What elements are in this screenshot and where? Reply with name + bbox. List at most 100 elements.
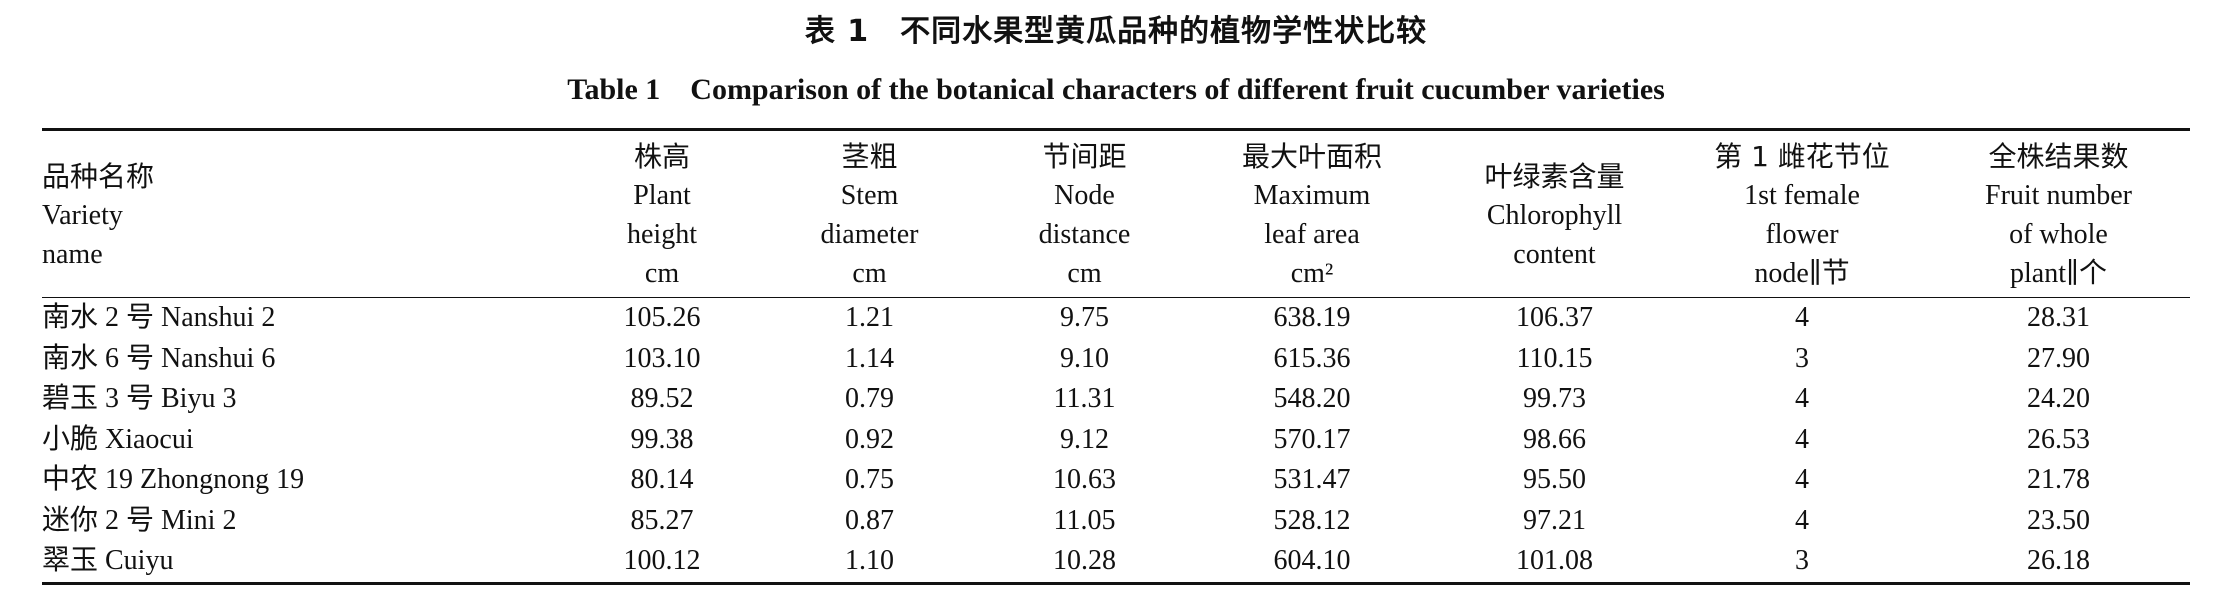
cell-node-distance: 11.31 bbox=[1053, 383, 1116, 415]
header-line: 株高 bbox=[633, 140, 690, 173]
header-line: Stem bbox=[840, 180, 899, 211]
header-line: cm bbox=[644, 258, 680, 289]
cell-stem-diameter: 0.75 bbox=[845, 464, 894, 496]
header-line: 全株结果数 bbox=[1988, 140, 2129, 173]
cell-plant-height: 103.10 bbox=[623, 342, 701, 374]
header-line: diameter bbox=[820, 219, 919, 250]
header-line: 1st female bbox=[1744, 180, 1860, 211]
header-line: distance bbox=[1038, 219, 1131, 250]
table-body: 南水 2 号 Nanshui 2 105.26 1.21 9.75 638.19 106.… bbox=[42, 298, 2190, 583]
cell-first-female-flower-node: 4 bbox=[1795, 423, 1809, 455]
cell-variety-name: 南水 2 号 Nanshui 2 bbox=[42, 302, 276, 334]
cell-fruit-number: 27.90 bbox=[2027, 342, 2090, 374]
cell-max-leaf-area: 531.47 bbox=[1273, 464, 1351, 496]
header-line: Fruit number bbox=[1985, 180, 2132, 211]
cell-max-leaf-area: 604.10 bbox=[1273, 545, 1351, 577]
cell-plant-height: 80.14 bbox=[630, 464, 694, 496]
header-line: Node bbox=[1054, 180, 1115, 211]
table-row: 南水 6 号 Nanshui 6 103.10 1.14 9.10 615.36 110.… bbox=[42, 339, 2190, 380]
cell-node-distance: 9.12 bbox=[1060, 423, 1109, 455]
cell-first-female-flower-node: 4 bbox=[1795, 383, 1809, 415]
botanical-characters-table: 品种名称 Variety name 株高 Plant height cm 茎粗 Stem diam… bbox=[42, 128, 2190, 585]
header-stem-diameter: 茎粗 Stem diameter cm bbox=[762, 130, 977, 298]
header-line: height bbox=[627, 219, 697, 250]
cell-variety-name: 翠玉 Cuiyu bbox=[42, 545, 174, 577]
cell-variety-name: 迷你 2 号 Mini 2 bbox=[42, 504, 237, 536]
cell-node-distance: 9.75 bbox=[1060, 302, 1109, 334]
cell-variety-name: 南水 6 号 Nanshui 6 bbox=[42, 342, 276, 374]
cell-chlorophyll-content: 101.08 bbox=[1516, 545, 1593, 577]
cell-plant-height: 85.27 bbox=[630, 504, 694, 536]
cell-fruit-number: 23.50 bbox=[2027, 504, 2090, 536]
cell-stem-diameter: 1.14 bbox=[845, 342, 894, 374]
header-line: of whole bbox=[2009, 219, 2108, 250]
table-row: 碧玉 3 号 Biyu 3 89.52 0.79 11.31 548.20 99.73 4 2… bbox=[42, 379, 2190, 420]
cell-node-distance: 10.28 bbox=[1053, 545, 1116, 577]
header-line: 茎粗 bbox=[841, 140, 898, 173]
header-line: cm bbox=[1067, 258, 1102, 289]
cell-fruit-number: 21.78 bbox=[2027, 464, 2090, 496]
cell-variety-name: 小脆 Xiaocui bbox=[42, 423, 194, 455]
header-line: 节间距 bbox=[1042, 140, 1127, 173]
cell-first-female-flower-node: 4 bbox=[1795, 504, 1809, 536]
header-line: leaf area bbox=[1264, 219, 1360, 250]
cell-node-distance: 10.63 bbox=[1053, 464, 1116, 496]
table-row: 翠玉 Cuiyu 100.12 1.10 10.28 604.10 101.08 3 26.1… bbox=[42, 541, 2190, 583]
cell-fruit-number: 24.20 bbox=[2027, 383, 2090, 415]
cell-stem-diameter: 0.79 bbox=[845, 383, 894, 415]
header-line: flower bbox=[1765, 219, 1839, 250]
cell-first-female-flower-node: 4 bbox=[1795, 464, 1809, 496]
header-line: cm² bbox=[1290, 258, 1334, 289]
header-line: content bbox=[1513, 238, 1596, 270]
header-line: plant∥个 bbox=[2010, 258, 2107, 289]
cell-stem-diameter: 0.92 bbox=[845, 423, 894, 455]
table-caption-cn: 表 1 不同水果型黄瓜品种的植物学性状比较 bbox=[804, 14, 1428, 49]
header-line: cm bbox=[852, 258, 887, 289]
header-line: 第 1 雌花节位 bbox=[1714, 140, 1890, 173]
header-max-leaf-area: 最大叶面积 Maximum leaf area cm² bbox=[1192, 130, 1432, 298]
header-node-distance: 节间距 Node distance cm bbox=[977, 130, 1192, 298]
table-header: 品种名称 Variety name 株高 Plant height cm 茎粗 Stem diam… bbox=[42, 129, 2190, 298]
cell-max-leaf-area: 615.36 bbox=[1273, 342, 1351, 374]
header-line: 品种名称 bbox=[42, 159, 155, 193]
cell-plant-height: 100.12 bbox=[623, 545, 701, 577]
header-fruit-number: 全株结果数 Fruit number of whole plant∥个 bbox=[1927, 130, 2190, 298]
cell-chlorophyll-content: 110.15 bbox=[1516, 342, 1593, 374]
cell-variety-name: 中农 19 Zhongnong 19 bbox=[42, 464, 305, 496]
cell-first-female-flower-node: 3 bbox=[1795, 545, 1809, 577]
cell-fruit-number: 26.53 bbox=[2027, 423, 2090, 455]
cell-plant-height: 105.26 bbox=[623, 302, 701, 334]
header-line: Maximum bbox=[1253, 180, 1371, 211]
header-line: node∥节 bbox=[1754, 258, 1850, 289]
cell-fruit-number: 26.18 bbox=[2027, 545, 2090, 577]
cell-variety-name: 碧玉 3 号 Biyu 3 bbox=[42, 383, 237, 415]
cell-max-leaf-area: 548.20 bbox=[1273, 383, 1351, 415]
cell-first-female-flower-node: 3 bbox=[1795, 342, 1809, 374]
table-row: 中农 19 Zhongnong 19 80.14 0.75 10.63 531.47 95… bbox=[42, 460, 2190, 501]
cell-max-leaf-area: 528.12 bbox=[1273, 504, 1351, 536]
table-caption-en: Table 1 Comparison of the botanical char… bbox=[567, 73, 1665, 106]
cell-stem-diameter: 0.87 bbox=[845, 504, 894, 536]
header-line: Plant bbox=[633, 180, 691, 211]
header-line: 最大叶面积 bbox=[1241, 140, 1382, 173]
header-plant-height: 株高 Plant height cm bbox=[562, 130, 762, 298]
header-line: Variety bbox=[42, 199, 123, 231]
cell-max-leaf-area: 570.17 bbox=[1273, 423, 1351, 455]
cell-fruit-number: 28.31 bbox=[2027, 302, 2090, 334]
cell-chlorophyll-content: 95.50 bbox=[1523, 464, 1586, 496]
table-row: 南水 2 号 Nanshui 2 105.26 1.21 9.75 638.19 106.… bbox=[42, 298, 2190, 339]
cell-max-leaf-area: 638.19 bbox=[1273, 302, 1351, 334]
cell-plant-height: 89.52 bbox=[630, 383, 694, 415]
cell-first-female-flower-node: 4 bbox=[1795, 302, 1809, 334]
header-first-female-flower-node: 第 1 雌花节位 1st female flower node∥节 bbox=[1677, 130, 1927, 298]
cell-stem-diameter: 1.21 bbox=[845, 302, 894, 334]
table-row: 迷你 2 号 Mini 2 85.27 0.87 11.05 528.12 97.21 4 2… bbox=[42, 501, 2190, 542]
header-line: Chlorophyll bbox=[1486, 199, 1623, 231]
cell-chlorophyll-content: 98.66 bbox=[1523, 423, 1586, 455]
cell-chlorophyll-content: 99.73 bbox=[1523, 383, 1586, 415]
header-row: 品种名称 Variety name 株高 Plant height cm 茎粗 Stem diam… bbox=[42, 129, 2190, 298]
cell-stem-diameter: 1.10 bbox=[845, 545, 894, 577]
header-line: 叶绿素含量 bbox=[1484, 159, 1625, 193]
header-chlorophyll-content: 叶绿素含量 Chlorophyll content bbox=[1432, 130, 1677, 298]
header-variety-name: 品种名称 Variety name bbox=[42, 130, 562, 298]
